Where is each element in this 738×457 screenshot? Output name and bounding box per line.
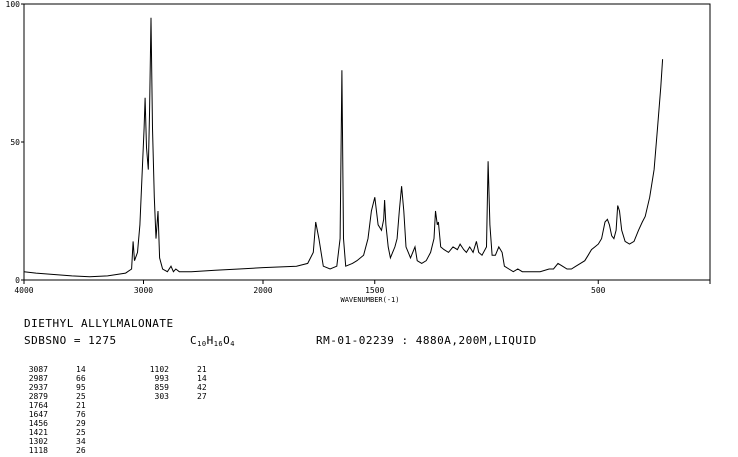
peak-intensity: 42 bbox=[197, 383, 207, 392]
x-tick-label: 1500 bbox=[365, 286, 384, 295]
x-tick-label: 4000 bbox=[14, 286, 33, 295]
peak-intensity: 95 bbox=[76, 383, 86, 392]
compound-name: DIETHYL ALLYLMALONATE bbox=[24, 317, 174, 330]
peak-wavenumber: 2937 bbox=[28, 383, 48, 392]
peak-wavenumber: 1764 bbox=[28, 401, 48, 410]
peak-wavenumber: 1421 bbox=[28, 428, 48, 437]
y-tick-label: 100 bbox=[6, 0, 21, 9]
x-axis-label: WAVENUMBER(-1) bbox=[340, 296, 399, 304]
y-tick-label: 50 bbox=[10, 138, 20, 147]
peak-wavenumber: 1456 bbox=[28, 419, 48, 428]
peak-intensity: 66 bbox=[76, 374, 86, 383]
peak-wavenumber: 1647 bbox=[28, 410, 48, 419]
spectrum-line bbox=[23, 17, 664, 278]
axis-ticks bbox=[21, 3, 711, 284]
x-tick-label: 3000 bbox=[134, 286, 153, 295]
peak-wavenumber: 1302 bbox=[28, 437, 48, 446]
x-tick-label: 2000 bbox=[253, 286, 272, 295]
peak-wavenumber: 1118 bbox=[28, 446, 48, 455]
sdbs-number: SDBSNO = 1275 bbox=[24, 334, 117, 347]
peak-wavenumber: 859 bbox=[154, 383, 169, 392]
peak-intensity: 26 bbox=[76, 446, 86, 455]
peak-intensity: 27 bbox=[197, 392, 207, 401]
peak-intensity: 14 bbox=[197, 374, 207, 383]
peak-wavenumber: 2879 bbox=[28, 392, 48, 401]
plot-frame bbox=[23, 3, 711, 281]
peak-intensity: 34 bbox=[76, 437, 86, 446]
peak-intensity: 21 bbox=[197, 365, 207, 374]
peak-intensity: 25 bbox=[76, 392, 86, 401]
peak-wavenumber: 993 bbox=[154, 374, 169, 383]
peak-intensity: 25 bbox=[76, 428, 86, 437]
peak-intensity: 29 bbox=[76, 419, 86, 428]
y-tick-label: 0 bbox=[15, 276, 20, 285]
x-tick-label: 500 bbox=[591, 286, 606, 295]
molecular-formula: C10H16O4 bbox=[190, 334, 235, 349]
peak-wavenumber: 1102 bbox=[149, 365, 169, 374]
peak-wavenumber: 2987 bbox=[28, 374, 48, 383]
peak-wavenumber: 3087 bbox=[28, 365, 48, 374]
peak-intensity: 76 bbox=[76, 410, 86, 419]
peak-intensity: 14 bbox=[76, 365, 86, 374]
measurement-method: RM-01-02239 : 4880A,200M,LIQUID bbox=[316, 334, 537, 347]
peak-wavenumber: 303 bbox=[154, 392, 169, 401]
peak-intensity: 21 bbox=[76, 401, 86, 410]
